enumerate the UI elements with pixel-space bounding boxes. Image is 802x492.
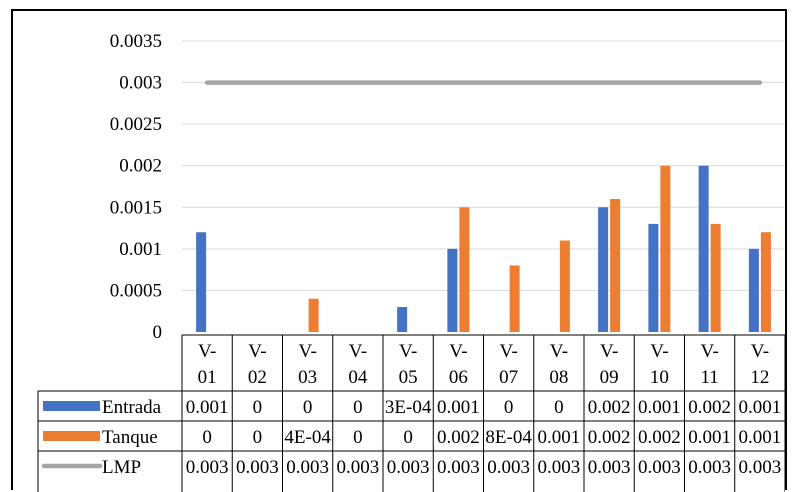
category-label-line2: 01 [198, 367, 217, 388]
y-tick-label: 0.0005 [110, 280, 162, 301]
table-value: 0.003 [487, 457, 530, 478]
legend-label: Entrada [102, 397, 162, 418]
category-label-line1: V- [399, 341, 417, 362]
bar-tanque [459, 207, 470, 332]
table-value: 0.003 [337, 457, 380, 478]
table-value: 0 [353, 397, 363, 418]
chart-frame: 0 0.0005 0.001 0.0015 0.002 0.0025 0.003 0.0035… [11, 9, 787, 492]
category-label-line1: V- [499, 341, 517, 362]
table-value: 3E-04 [385, 397, 432, 418]
category-label-line2: 04 [348, 367, 368, 388]
bar-tanque [509, 265, 520, 332]
bar-entrada [648, 223, 659, 332]
category-label-line2: 03 [298, 367, 317, 388]
bar-tanque [610, 198, 621, 332]
bar-tanque [559, 240, 570, 332]
table-value: 0.003 [387, 457, 430, 478]
category-label-line2: 05 [399, 367, 418, 388]
bar-tanque [308, 298, 319, 332]
y-tick-label: 0.003 [119, 73, 162, 94]
table-value: 0.001 [186, 397, 229, 418]
category-label-line1: V- [700, 341, 718, 362]
legend-label: Tanque [102, 427, 158, 448]
category-label-line1: V- [349, 341, 367, 362]
y-tick-label: 0.0025 [110, 114, 162, 135]
table-value: 0 [353, 427, 363, 448]
table-value: 0.001 [437, 397, 480, 418]
table-value: 0 [554, 397, 564, 418]
category-label-line1: V- [751, 341, 769, 362]
category-label-line2: 02 [248, 367, 267, 388]
category-label-line1: V- [449, 341, 467, 362]
legend-key-tanque [43, 431, 100, 441]
category-label-line2: 06 [449, 367, 468, 388]
bar-tanque [660, 165, 671, 332]
category-label-line2: 10 [650, 367, 669, 388]
table-value: 0.001 [638, 397, 681, 418]
bar-entrada [748, 248, 759, 332]
table-value: 0.002 [437, 427, 480, 448]
table-value: 8E-04 [485, 427, 532, 448]
table-value: 0.001 [739, 427, 782, 448]
table-value: 0.003 [538, 457, 581, 478]
bar-tanque [760, 232, 771, 332]
bar-entrada [598, 207, 609, 332]
y-tick-label: 0 [153, 322, 163, 343]
table-value: 0 [253, 427, 263, 448]
legend-key-entrada [43, 401, 100, 411]
table-value: 0.002 [688, 397, 731, 418]
chart: 0 0.0005 0.001 0.0015 0.002 0.0025 0.003 0.0035… [37, 31, 785, 492]
y-tick-label: 0.0015 [110, 197, 162, 218]
bar-entrada [447, 248, 458, 332]
table-value: 0 [202, 427, 212, 448]
table-value: 0.003 [688, 457, 731, 478]
bar-tanque [710, 223, 721, 332]
table-value: 0.003 [286, 457, 329, 478]
table-value: 0.003 [186, 457, 229, 478]
category-label-line2: 12 [750, 367, 769, 388]
bar-entrada [196, 232, 207, 332]
table-value: 0.003 [739, 457, 782, 478]
table-value: 0.002 [638, 427, 681, 448]
y-tick-label: 0.002 [119, 156, 162, 177]
table-value: 0 [303, 397, 313, 418]
category-label-line1: V- [198, 341, 216, 362]
table-value: 0.001 [739, 397, 782, 418]
category-label-line1: V- [298, 341, 316, 362]
table-value: 0.003 [638, 457, 681, 478]
table-value: 0.003 [236, 457, 279, 478]
table-value: 0 [403, 427, 413, 448]
table-value: 0 [253, 397, 263, 418]
category-label-line2: 08 [549, 367, 568, 388]
table-value: 0.001 [538, 427, 581, 448]
table-value: 0.002 [588, 397, 631, 418]
table-value: 0.001 [688, 427, 731, 448]
category-label-line1: V- [650, 341, 668, 362]
category-label-line1: V- [600, 341, 618, 362]
bar-entrada [698, 165, 709, 332]
table-value: 0.003 [588, 457, 631, 478]
table-value: 0 [504, 397, 514, 418]
legend-label: LMP [102, 457, 141, 478]
bar-entrada [397, 307, 408, 332]
table-value: 0.002 [588, 427, 631, 448]
y-tick-label: 0.0035 [110, 31, 162, 52]
category-label-line2: 11 [700, 367, 718, 388]
category-label-line1: V- [248, 341, 266, 362]
y-tick-label: 0.001 [119, 239, 162, 260]
table-value: 4E-04 [284, 427, 331, 448]
category-label-line2: 09 [600, 367, 619, 388]
category-label-line1: V- [550, 341, 568, 362]
table-value: 0.003 [437, 457, 480, 478]
category-label-line2: 07 [499, 367, 518, 388]
